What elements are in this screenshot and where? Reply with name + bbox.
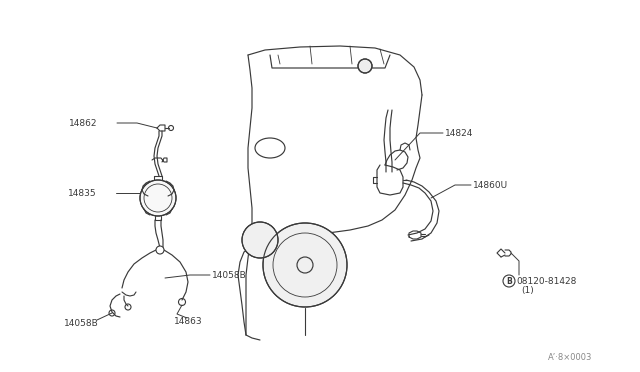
Text: 14860U: 14860U bbox=[473, 180, 508, 189]
Text: A’·8×0003: A’·8×0003 bbox=[548, 353, 593, 362]
Text: B: B bbox=[506, 276, 512, 285]
Circle shape bbox=[140, 180, 176, 216]
Text: 14058B: 14058B bbox=[64, 320, 99, 328]
Text: (1): (1) bbox=[521, 286, 534, 295]
Circle shape bbox=[358, 59, 372, 73]
Circle shape bbox=[156, 246, 164, 254]
Text: 14862: 14862 bbox=[69, 119, 97, 128]
Circle shape bbox=[242, 222, 278, 258]
Text: 14863: 14863 bbox=[174, 317, 203, 327]
Text: 14824: 14824 bbox=[445, 128, 474, 138]
Text: 08120-81428: 08120-81428 bbox=[516, 276, 577, 285]
Text: 14835: 14835 bbox=[68, 189, 97, 198]
Text: 14058B: 14058B bbox=[212, 270, 247, 279]
Circle shape bbox=[263, 223, 347, 307]
